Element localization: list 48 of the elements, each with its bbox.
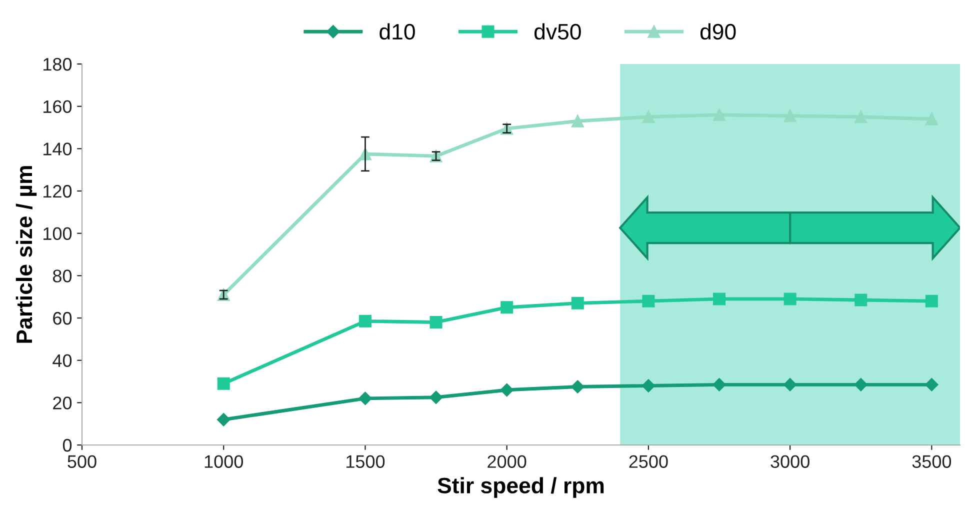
legend-label: dv50	[534, 23, 581, 40]
legend-label: d10	[380, 23, 415, 40]
point	[784, 292, 796, 306]
point	[925, 112, 938, 126]
x-axis-title: Stir speed / rpm	[438, 477, 604, 498]
point	[500, 383, 514, 397]
x-tick-label: 3500	[912, 455, 952, 468]
x-tick-label: 1000	[204, 455, 243, 468]
point	[571, 380, 584, 394]
point	[430, 316, 442, 328]
point	[358, 314, 372, 328]
point	[713, 292, 726, 306]
point	[429, 390, 443, 404]
point	[642, 294, 655, 308]
point	[571, 114, 584, 128]
point	[854, 378, 868, 392]
y-tick-label: 0	[62, 438, 72, 452]
y-axis-title: Particle size / µm	[16, 166, 37, 343]
point	[571, 296, 584, 310]
x-tick-label: 3000	[770, 455, 810, 468]
point	[217, 413, 230, 426]
y-tick-label: 140	[44, 142, 72, 156]
y-tick-label: 120	[44, 184, 72, 198]
point	[712, 378, 726, 392]
y-tick-label: 40	[52, 354, 72, 368]
point	[217, 377, 230, 390]
point	[925, 294, 938, 308]
x-tick-label: 2500	[629, 455, 668, 468]
point	[854, 110, 868, 124]
point	[500, 301, 514, 314]
point	[642, 110, 655, 124]
y-tick-label: 180	[44, 58, 72, 71]
point	[783, 378, 797, 392]
y-tick-label: 80	[52, 270, 72, 282]
legend-label: d90	[700, 23, 736, 40]
point	[784, 110, 796, 122]
point	[642, 379, 656, 392]
point	[358, 392, 372, 406]
x-tick-label: 1500	[346, 455, 385, 468]
point	[713, 108, 726, 122]
y-tick-label: 20	[53, 396, 72, 410]
x-tick-label: 500	[68, 455, 96, 468]
point	[854, 294, 868, 306]
point	[925, 378, 938, 392]
y-tick-label: 60	[53, 312, 72, 325]
x-tick-label: 2000	[488, 455, 526, 468]
y-tick-label: 100	[44, 227, 72, 240]
y-tick-label: 160	[44, 100, 72, 114]
